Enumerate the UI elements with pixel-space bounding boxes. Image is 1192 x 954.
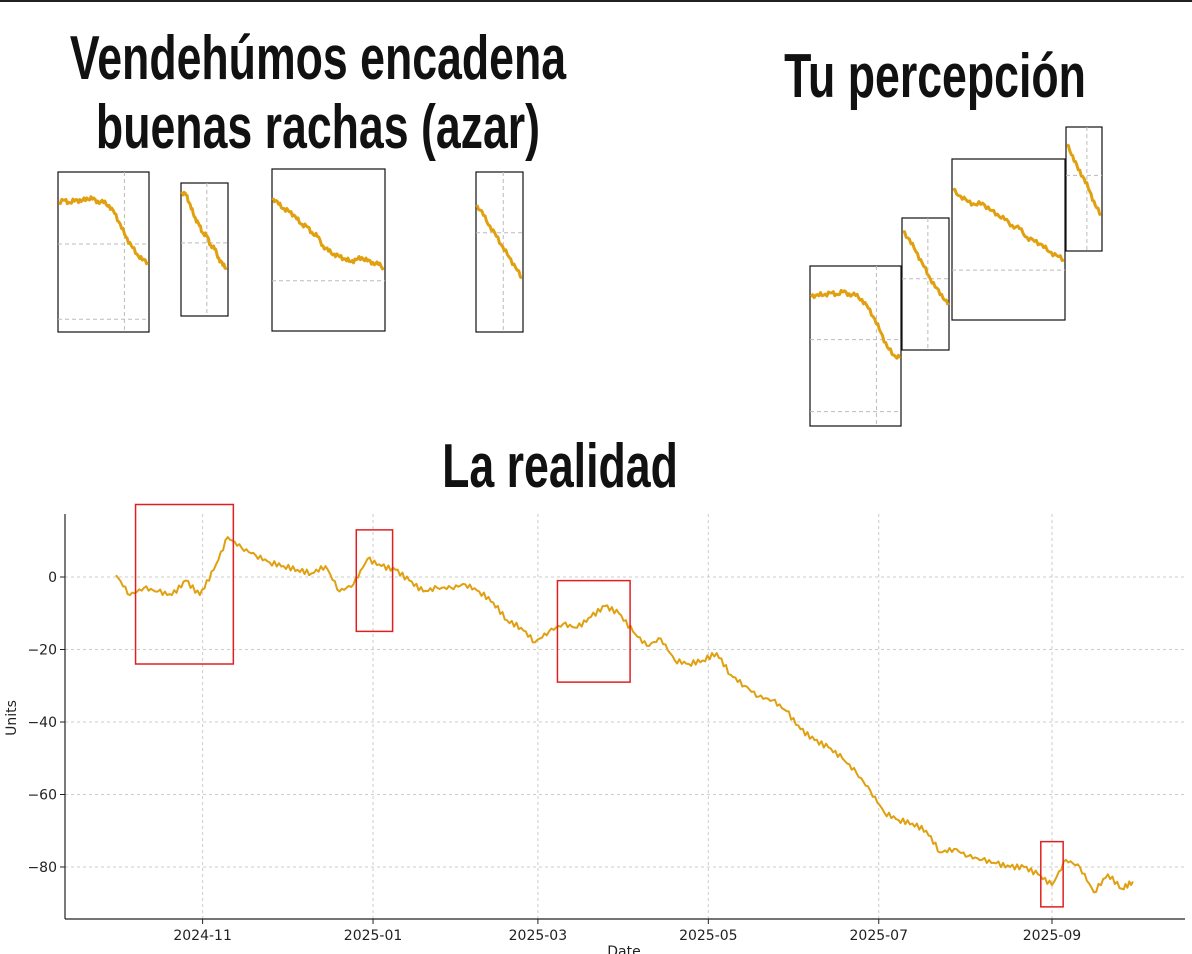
main-line-chart: 0 −20 −40 −60 −80 2024-11 2025-01 2025-03 2025-0…: [4, 503, 1185, 954]
highlight-boxes: [134, 503, 1064, 908]
snippet-panel: [951, 158, 1066, 321]
x-tick-label: 2025-01: [344, 928, 403, 944]
snippet-panel: [57, 171, 150, 333]
y-tick-label: −40: [27, 715, 57, 731]
snippet-panels-right: [809, 126, 1103, 427]
highlight-box: [134, 503, 235, 665]
snippet-line: [1066, 143, 1102, 217]
title-reality: La realidad: [442, 432, 678, 501]
x-tick-label: 2025-09: [1023, 928, 1082, 944]
snippet-line: [809, 288, 902, 360]
chart-axes: [64, 514, 1185, 920]
title-vendehumos-line-2: buenas rachas (azar): [95, 93, 541, 163]
x-axis-label: Date: [607, 944, 640, 954]
snippet-panel: [809, 265, 902, 427]
grid-lines: [65, 514, 1185, 919]
snippet-frame: [475, 171, 524, 333]
series-line: [115, 536, 1134, 894]
top-border: [0, 0, 1192, 2]
snippet-panel: [271, 168, 386, 332]
y-tick-label: 0: [48, 570, 57, 586]
snippet-panel: [901, 217, 950, 351]
y-tick-label: −60: [27, 788, 57, 804]
x-tick-label: 2024-11: [173, 928, 232, 944]
snippet-line: [475, 204, 523, 280]
x-tick-label: 2025-05: [679, 928, 738, 944]
snippet-line: [902, 230, 950, 306]
snippet-line: [180, 190, 228, 270]
title-perception: Tu percepción: [784, 42, 1086, 111]
snippet-line: [57, 195, 150, 266]
snippet-panels-left: [57, 168, 524, 333]
snippet-frame: [180, 182, 229, 317]
snippet-frame: [1065, 126, 1103, 252]
snippet-line: [952, 187, 1065, 262]
snippet-line: [271, 197, 385, 271]
snippet-panel: [475, 171, 524, 333]
snippet-panel: [180, 182, 229, 317]
x-tick-label: 2025-03: [509, 928, 568, 944]
snippet-frame: [951, 158, 1066, 321]
y-axis-label: Units: [4, 700, 20, 736]
snippet-panel: [1065, 126, 1103, 252]
highlight-box: [1040, 840, 1064, 908]
y-tick-label: −20: [27, 643, 57, 659]
title-vendehumos-line-1: Vendehúmos encadena: [69, 24, 567, 93]
highlight-box: [556, 579, 631, 683]
y-tick-label: −80: [27, 860, 57, 876]
title-vendehumos: Vendehúmos encadena buenas rachas (azar): [67, 24, 568, 163]
tick-labels: 0 −20 −40 −60 −80 2024-11 2025-01 2025-03 2025-0…: [27, 570, 1081, 944]
highlight-box: [355, 529, 394, 633]
x-tick-label: 2025-07: [850, 928, 909, 944]
